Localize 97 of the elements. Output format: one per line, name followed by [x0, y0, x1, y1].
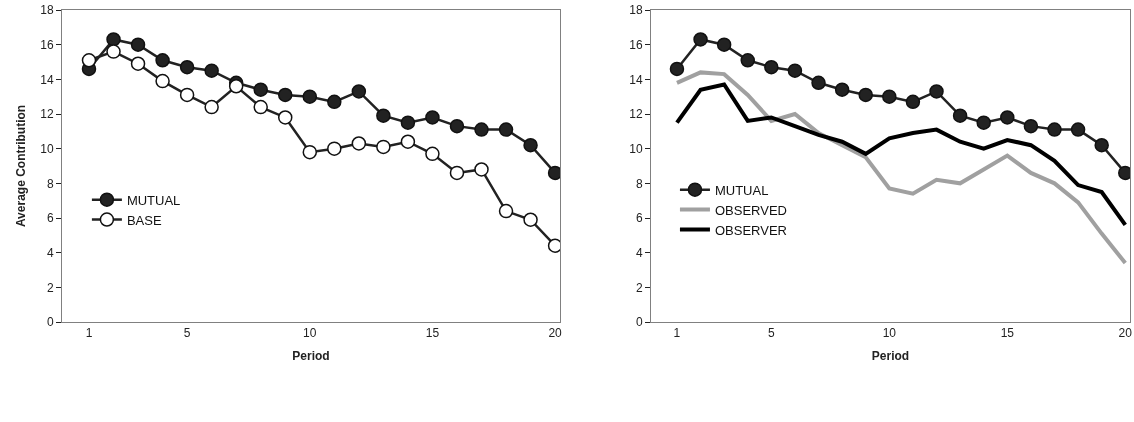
y-tick-label: 8 [635, 176, 643, 191]
x-axis-title: Period [871, 349, 910, 364]
y-tick-label: 10 [40, 141, 54, 156]
y-tick-label: 8 [46, 176, 54, 191]
y-tick-label: 14 [629, 72, 643, 87]
point [1094, 137, 1109, 153]
y-tick-label: 18 [629, 3, 643, 18]
point [929, 84, 944, 99]
x-tick-label: 15 [1000, 326, 1015, 341]
y-tick-label: 16 [629, 37, 643, 52]
point [498, 203, 514, 219]
point [449, 118, 465, 134]
x-axis-title: Period [292, 349, 330, 364]
x-tick-label: 20 [1118, 326, 1133, 341]
point [547, 165, 560, 181]
point [179, 59, 195, 75]
point [253, 82, 268, 97]
point [498, 122, 514, 137]
y-axis-title: Average Contribution [13, 104, 28, 228]
y-tick-label: 2 [46, 280, 54, 295]
y-tick-label: 12 [629, 107, 643, 122]
point [327, 141, 342, 156]
point [425, 110, 440, 125]
point [1000, 110, 1015, 125]
point [376, 108, 391, 123]
point [155, 53, 170, 68]
x-tick-label: 10 [303, 326, 317, 341]
point [81, 53, 97, 68]
point [228, 79, 244, 94]
point [425, 146, 440, 162]
x-tick-label: 15 [425, 326, 440, 341]
x-tick-label: 5 [768, 326, 775, 341]
y-tick-label: 2 [635, 280, 643, 295]
point [1047, 122, 1062, 137]
point [834, 82, 850, 97]
point [449, 165, 465, 181]
point [952, 108, 968, 123]
y-tick-label: 16 [40, 37, 54, 52]
y-tick-label: 4 [46, 245, 54, 260]
legend-label: OBSERVED [714, 202, 787, 218]
y-tick-label: 10 [629, 141, 643, 156]
point [547, 238, 560, 253]
legend-label: MUTUAL [714, 182, 769, 198]
point [106, 44, 121, 59]
point [302, 89, 318, 104]
point [400, 115, 416, 130]
x-tick-label: 1 [673, 326, 681, 341]
point [351, 84, 367, 99]
point [278, 110, 293, 125]
point [882, 89, 897, 104]
point [302, 144, 318, 160]
point [204, 99, 219, 115]
point [351, 136, 367, 151]
x-tick-label: 20 [548, 326, 563, 341]
point [905, 94, 921, 110]
line-series [674, 82, 1128, 227]
x-tick-label: 1 [85, 326, 93, 341]
y-tick-label: 12 [40, 107, 54, 122]
y-tick-label: 14 [40, 72, 54, 87]
point [1070, 122, 1086, 137]
point [474, 122, 489, 137]
point [716, 37, 732, 52]
point [976, 115, 991, 130]
point [130, 56, 146, 71]
point [523, 212, 538, 227]
point [278, 87, 293, 103]
x-tick-label: 5 [183, 326, 191, 341]
point [811, 75, 826, 91]
y-tick-label: 6 [46, 211, 54, 226]
point [204, 63, 219, 78]
point [130, 37, 146, 52]
x-tick-label: 10 [882, 326, 897, 341]
point [740, 53, 755, 68]
point [523, 137, 538, 153]
point [693, 32, 708, 47]
y-tick-label: 18 [40, 3, 54, 18]
point [106, 32, 121, 47]
line-series [674, 70, 1128, 266]
point [400, 134, 416, 149]
y-tick-label: 4 [635, 245, 643, 260]
point [253, 99, 268, 115]
y-tick-label: 6 [635, 211, 643, 226]
legend-label: OBSERVER [714, 222, 787, 238]
legend-label: MUTUAL [126, 192, 181, 208]
point [327, 94, 342, 110]
point [179, 87, 195, 103]
y-tick-label: 0 [46, 315, 54, 330]
point [376, 139, 391, 155]
y-tick-label: 0 [635, 315, 643, 330]
point [858, 87, 873, 103]
point [155, 73, 170, 89]
point [669, 61, 685, 77]
point [787, 63, 803, 78]
point [474, 162, 489, 177]
point [1023, 118, 1039, 134]
legend-label: BASE [126, 212, 162, 228]
point [764, 59, 779, 75]
